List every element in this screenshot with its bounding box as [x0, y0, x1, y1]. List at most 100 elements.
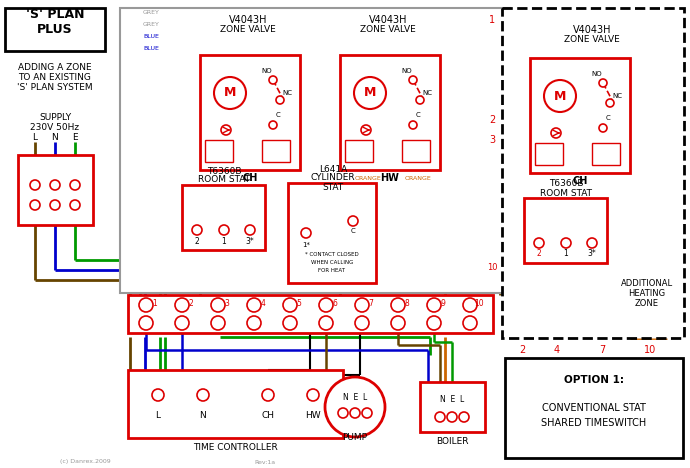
Text: 1: 1: [152, 299, 157, 307]
Circle shape: [269, 76, 277, 84]
Circle shape: [221, 125, 231, 135]
Text: 3: 3: [224, 299, 230, 307]
Text: C: C: [415, 112, 420, 118]
Circle shape: [459, 412, 469, 422]
Circle shape: [301, 228, 311, 238]
Circle shape: [211, 316, 225, 330]
Bar: [592, 143, 620, 165]
Circle shape: [139, 316, 153, 330]
Text: HW: HW: [305, 410, 321, 419]
Text: T6360B: T6360B: [549, 180, 583, 189]
Text: GREY: GREY: [143, 10, 160, 15]
Text: NC: NC: [422, 90, 432, 96]
Circle shape: [416, 96, 424, 104]
Text: 1: 1: [564, 249, 569, 258]
Text: N  E  L: N E L: [343, 393, 367, 402]
Circle shape: [606, 99, 614, 107]
Circle shape: [325, 377, 385, 437]
Text: STAT: STAT: [322, 183, 344, 191]
Text: NC: NC: [282, 90, 292, 96]
Text: V4043H: V4043H: [368, 15, 407, 25]
Text: 3*: 3*: [246, 236, 255, 246]
Text: NO: NO: [592, 71, 602, 77]
Text: HEATING: HEATING: [629, 288, 666, 298]
Circle shape: [348, 216, 358, 226]
Text: 3*: 3*: [588, 249, 596, 258]
Text: ROOM STAT: ROOM STAT: [198, 176, 250, 184]
Circle shape: [350, 408, 360, 418]
Circle shape: [362, 408, 372, 418]
Bar: [5, 8, 105, 51]
Text: CH: CH: [262, 410, 275, 419]
Circle shape: [50, 180, 60, 190]
Circle shape: [354, 77, 386, 109]
Circle shape: [319, 298, 333, 312]
Text: SUPPLY: SUPPLY: [39, 114, 71, 123]
Circle shape: [427, 298, 441, 312]
Text: ORANGE: ORANGE: [355, 176, 382, 181]
Circle shape: [269, 121, 277, 129]
Circle shape: [70, 200, 80, 210]
Text: BOILER: BOILER: [436, 438, 469, 446]
Bar: [505, 358, 683, 458]
Text: NO: NO: [262, 68, 273, 74]
Text: M: M: [224, 87, 236, 100]
Circle shape: [245, 225, 255, 235]
Bar: [345, 140, 373, 162]
Circle shape: [247, 316, 261, 330]
Text: C: C: [606, 115, 611, 121]
Text: 6: 6: [333, 299, 337, 307]
Text: 10: 10: [644, 345, 656, 355]
Text: 10: 10: [486, 263, 497, 272]
Circle shape: [175, 316, 189, 330]
Circle shape: [70, 180, 80, 190]
Text: * CONTACT CLOSED: * CONTACT CLOSED: [305, 253, 359, 257]
Circle shape: [197, 389, 209, 401]
Text: M: M: [364, 87, 376, 100]
Text: ADDING A ZONE: ADDING A ZONE: [18, 64, 92, 73]
Text: ORANGE: ORANGE: [405, 176, 432, 181]
Bar: [18, 155, 93, 225]
Bar: [402, 140, 430, 162]
Circle shape: [211, 298, 225, 312]
Text: T6360B: T6360B: [207, 167, 242, 176]
Text: M: M: [554, 89, 566, 102]
Bar: [128, 370, 343, 438]
Text: 7: 7: [368, 299, 373, 307]
Circle shape: [561, 238, 571, 248]
Text: 2: 2: [537, 249, 542, 258]
Text: 230V 50Hz: 230V 50Hz: [30, 123, 79, 132]
Text: CONVENTIONAL STAT: CONVENTIONAL STAT: [542, 403, 646, 413]
Circle shape: [139, 298, 153, 312]
Text: CYLINDER: CYLINDER: [310, 174, 355, 183]
Circle shape: [338, 408, 348, 418]
Circle shape: [463, 316, 477, 330]
Text: TO AN EXISTING: TO AN EXISTING: [19, 73, 92, 82]
Text: 2: 2: [188, 299, 193, 307]
Text: SHARED TIMESWITCH: SHARED TIMESWITCH: [542, 418, 647, 428]
Circle shape: [214, 77, 246, 109]
Circle shape: [551, 128, 561, 138]
Circle shape: [409, 76, 417, 84]
Circle shape: [391, 316, 405, 330]
Circle shape: [435, 412, 445, 422]
Circle shape: [355, 298, 369, 312]
Circle shape: [534, 238, 544, 248]
Circle shape: [152, 389, 164, 401]
Text: HW: HW: [381, 173, 400, 183]
Bar: [182, 185, 265, 250]
Text: L641A: L641A: [319, 164, 347, 174]
Text: 5: 5: [297, 299, 302, 307]
Circle shape: [319, 316, 333, 330]
Text: 10: 10: [474, 299, 484, 307]
Text: CH: CH: [242, 173, 257, 183]
Circle shape: [391, 298, 405, 312]
Text: CH: CH: [572, 176, 588, 186]
Circle shape: [587, 238, 597, 248]
Text: 3: 3: [489, 135, 495, 145]
Text: WHEN CALLING: WHEN CALLING: [310, 261, 353, 265]
Circle shape: [283, 316, 297, 330]
Bar: [502, 8, 684, 338]
Text: 2: 2: [519, 345, 525, 355]
Circle shape: [219, 225, 229, 235]
